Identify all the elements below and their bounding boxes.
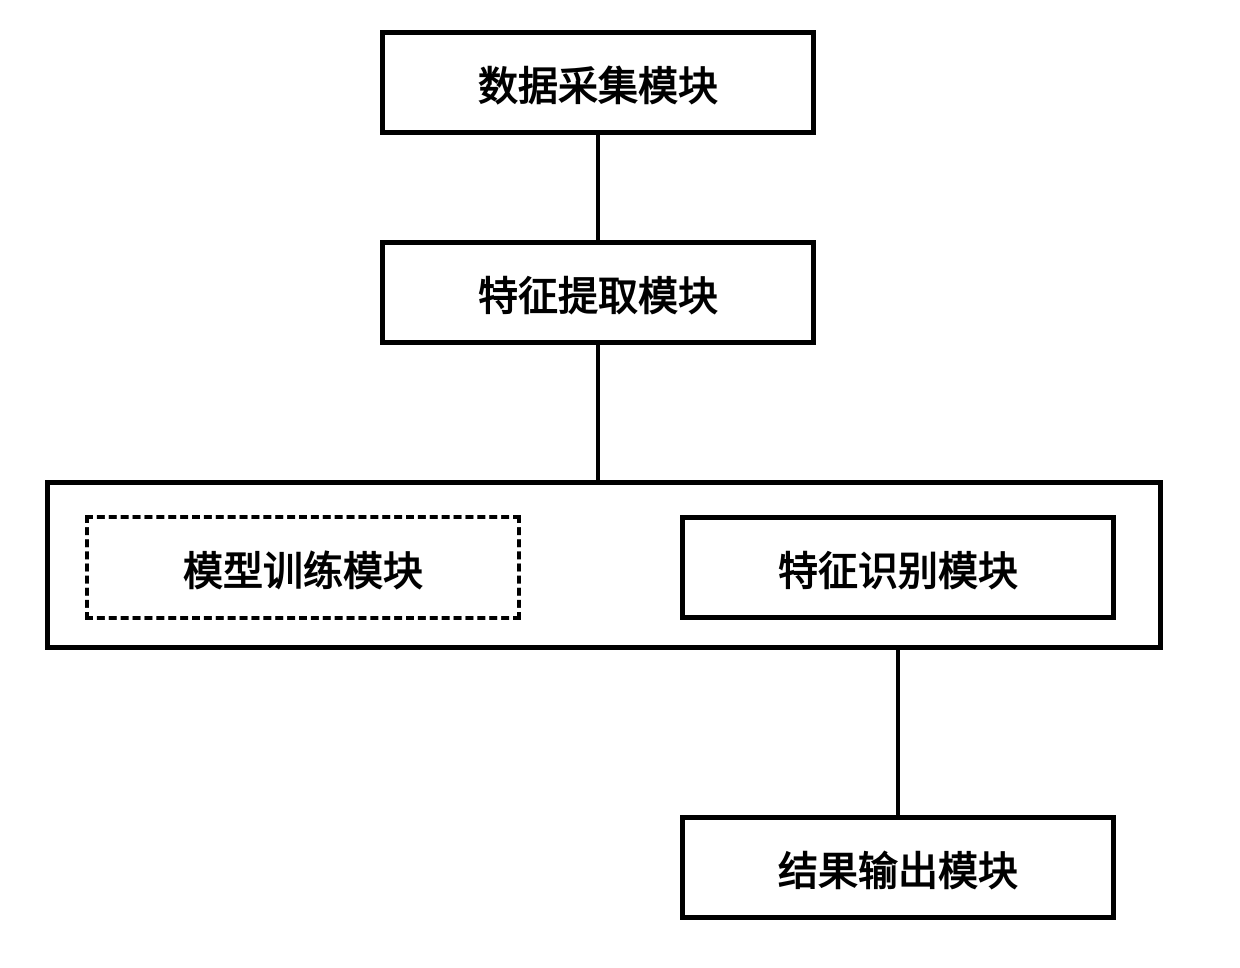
node-model-training: 模型训练模块 bbox=[85, 515, 521, 620]
node-feature-recognition: 特征识别模块 bbox=[680, 515, 1116, 620]
node-result-output: 结果输出模块 bbox=[680, 815, 1116, 920]
node-data-collection-label: 数据采集模块 bbox=[478, 54, 718, 112]
node-data-collection: 数据采集模块 bbox=[380, 30, 816, 135]
node-feature-extraction: 特征提取模块 bbox=[380, 240, 816, 345]
node-feature-recognition-label: 特征识别模块 bbox=[778, 539, 1018, 597]
node-feature-extraction-label: 特征提取模块 bbox=[478, 264, 718, 322]
node-model-training-label: 模型训练模块 bbox=[183, 539, 423, 597]
node-result-output-label: 结果输出模块 bbox=[778, 839, 1018, 897]
flowchart-container: 数据采集模块 特征提取模块 模型训练模块 特征识别模块 结果输出模块 bbox=[0, 0, 1240, 968]
